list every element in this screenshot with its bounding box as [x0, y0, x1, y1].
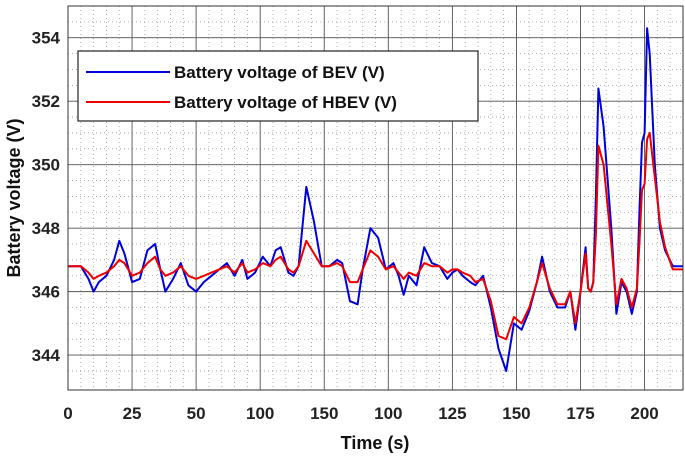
x-tick-label: 200 — [630, 404, 658, 423]
y-tick-label: 354 — [32, 29, 61, 48]
y-tick-label: 344 — [32, 346, 61, 365]
x-tick-label: 50 — [187, 404, 206, 423]
x-tick-label: 25 — [123, 404, 142, 423]
legend: Battery voltage of BEV (V) Battery volta… — [77, 50, 479, 122]
x-tick-label: 150 — [310, 404, 338, 423]
y-tick-label: 350 — [32, 156, 60, 175]
y-tick-label: 352 — [32, 92, 60, 111]
legend-label-hbev: Battery voltage of HBEV (V) — [174, 93, 397, 112]
plot-frame — [67, 5, 684, 391]
y-tick-labels: 344 346 348 350 352 354 — [32, 29, 61, 365]
x-tick-label: 100 — [246, 404, 274, 423]
x-tick-label: 0 — [63, 404, 72, 423]
x-tick-label: 125 — [438, 404, 466, 423]
x-axis-label: Time (s) — [341, 433, 410, 453]
x-tick-label: 150 — [502, 404, 530, 423]
x-tick-label: 175 — [566, 404, 594, 423]
y-axis-label: Battery voltage (V) — [4, 118, 24, 277]
legend-label-bev: Battery voltage of BEV (V) — [174, 63, 385, 82]
y-tick-label: 346 — [32, 283, 60, 302]
legend-box — [77, 50, 479, 122]
series-layer — [68, 27, 683, 372]
y-tick-label: 348 — [32, 219, 60, 238]
x-tick-labels: 0 25 50 100 150 100 125 150 175 200 — [63, 404, 658, 423]
x-tick-label: 100 — [374, 404, 402, 423]
series-line-1 — [68, 131, 683, 341]
